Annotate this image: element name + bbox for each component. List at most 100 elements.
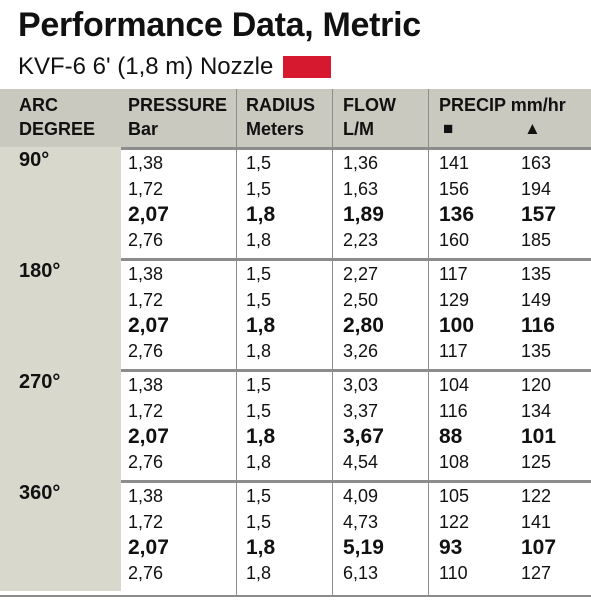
cell-radius: 1,5	[246, 486, 272, 506]
table-row: 2,07 1,8 5,19 93 107	[0, 534, 591, 561]
cell-pressure: 2,76	[128, 230, 164, 250]
cell-triangle: 125	[521, 452, 552, 472]
triangle-icon: ▲	[524, 119, 541, 138]
arc-degree-label: 270°	[19, 371, 61, 393]
header-arc: ARC DEGREE	[19, 93, 95, 141]
cell-radius: 1,5	[246, 401, 272, 421]
cell-square: 129	[439, 290, 470, 310]
table-row: 2,07 1,8 3,67 88 101	[0, 423, 591, 450]
header-pressure: PRESSURE Bar	[128, 93, 227, 141]
table-row: 2,76 1,8 2,23 160 185	[0, 227, 591, 254]
cell-pressure: 1,38	[128, 264, 164, 284]
header-pressure-line2: Bar	[128, 119, 159, 139]
header-arc-line1: ARC	[19, 95, 58, 115]
table-header: ARC DEGREE PRESSURE Bar RADIUS Meters FL…	[0, 89, 591, 147]
arc-group: 180° 1,38 1,5 2,27 117 135 1,72 1,5 2,50 129 149 2,…	[0, 258, 591, 369]
cell-pressure: 1,72	[128, 512, 164, 532]
table-row: 2,76 1,8 3,26 117 135	[0, 338, 591, 365]
cell-square: 116	[439, 401, 468, 421]
cell-square: 105	[439, 486, 470, 506]
cell-flow: 5,19	[343, 536, 384, 559]
header-radius-line1: RADIUS	[246, 95, 316, 115]
cell-pressure: 1,72	[128, 401, 164, 421]
table-row: 1,72 1,5 3,37 116 134	[0, 398, 591, 425]
cell-triangle: 127	[521, 563, 552, 583]
cell-pressure: 1,72	[128, 290, 164, 310]
cell-radius: 1,8	[246, 452, 272, 472]
cell-pressure: 2,07	[128, 314, 169, 337]
cell-triangle: 135	[521, 341, 552, 361]
cell-square: 93	[439, 536, 463, 559]
cell-triangle: 101	[521, 425, 557, 448]
cell-square: 88	[439, 425, 463, 448]
cell-radius: 1,5	[246, 375, 272, 395]
cell-radius: 1,8	[246, 425, 276, 448]
cell-square: 108	[439, 452, 470, 472]
cell-triangle: 120	[521, 375, 552, 395]
header-radius: RADIUS Meters	[246, 93, 315, 141]
cell-flow: 2,80	[343, 314, 384, 337]
arc-cell: 90°	[0, 147, 121, 258]
cell-pressure: 1,38	[128, 153, 164, 173]
cell-flow: 1,36	[343, 153, 379, 173]
column-divider	[332, 89, 333, 597]
cell-square: 160	[439, 230, 470, 250]
cell-radius: 1,8	[246, 230, 272, 250]
cell-square: 141	[439, 153, 470, 173]
cell-flow: 1,63	[343, 179, 379, 199]
arc-degree-label: 180°	[19, 260, 61, 282]
cell-flow: 3,67	[343, 425, 384, 448]
page-title: Performance Data, Metric	[18, 6, 421, 44]
cell-pressure: 1,38	[128, 486, 164, 506]
column-divider	[236, 89, 237, 597]
header-arc-line2: DEGREE	[19, 119, 96, 139]
performance-table: ARC DEGREE PRESSURE Bar RADIUS Meters FL…	[0, 89, 591, 597]
subtitle-text: KVF-6 6' (1,8 m) Nozzle	[18, 53, 274, 80]
cell-pressure: 2,07	[128, 536, 169, 559]
cell-flow: 4,54	[343, 452, 379, 472]
table-row: 1,38 1,5 2,27 117 135	[0, 261, 591, 288]
cell-radius: 1,5	[246, 264, 272, 284]
cell-flow: 2,23	[343, 230, 379, 250]
cell-radius: 1,5	[246, 179, 272, 199]
group-separator	[0, 369, 591, 372]
cell-flow: 3,26	[343, 341, 379, 361]
group-separator	[0, 147, 591, 150]
table-row: 1,72 1,5 4,73 122 141	[0, 509, 591, 536]
header-precip: PRECIP mm/hr	[439, 95, 566, 115]
cell-triangle: 107	[521, 536, 557, 559]
cell-pressure: 2,76	[128, 563, 164, 583]
cell-flow: 4,09	[343, 486, 379, 506]
table-row: 2,07 1,8 2,80 100 116	[0, 312, 591, 339]
cell-radius: 1,8	[246, 314, 276, 337]
cell-radius: 1,8	[246, 536, 276, 559]
cell-triangle: 135	[521, 264, 552, 284]
cell-triangle: 116	[521, 314, 555, 337]
cell-triangle: 141	[521, 512, 552, 532]
table-row: 1,38 1,5 1,36 141 163	[0, 150, 591, 177]
cell-triangle: 122	[521, 486, 552, 506]
table-bottom-rule	[0, 595, 591, 597]
table-row: 2,76 1,8 4,54 108 125	[0, 449, 591, 476]
cell-flow: 3,37	[343, 401, 379, 421]
group-separator	[0, 258, 591, 261]
arc-cell: 360°	[0, 480, 121, 591]
cell-radius: 1,5	[246, 512, 272, 532]
cell-triangle: 134	[521, 401, 552, 421]
cell-pressure: 1,72	[128, 179, 164, 199]
nozzle-color-swatch	[283, 56, 332, 78]
cell-triangle: 157	[521, 203, 557, 226]
cell-square: 100	[439, 314, 475, 337]
cell-flow: 2,50	[343, 290, 379, 310]
cell-triangle: 163	[521, 153, 552, 173]
cell-flow: 4,73	[343, 512, 379, 532]
cell-square: 117	[439, 341, 468, 361]
table-row: 1,72 1,5 2,50 129 149	[0, 287, 591, 314]
cell-triangle: 185	[521, 230, 552, 250]
arc-cell: 270°	[0, 369, 121, 480]
page-subtitle: KVF-6 6' (1,8 m) Nozzle	[18, 53, 332, 81]
cell-radius: 1,5	[246, 153, 272, 173]
column-divider	[428, 89, 429, 597]
cell-pressure: 2,07	[128, 425, 169, 448]
cell-pressure: 2,76	[128, 452, 164, 472]
